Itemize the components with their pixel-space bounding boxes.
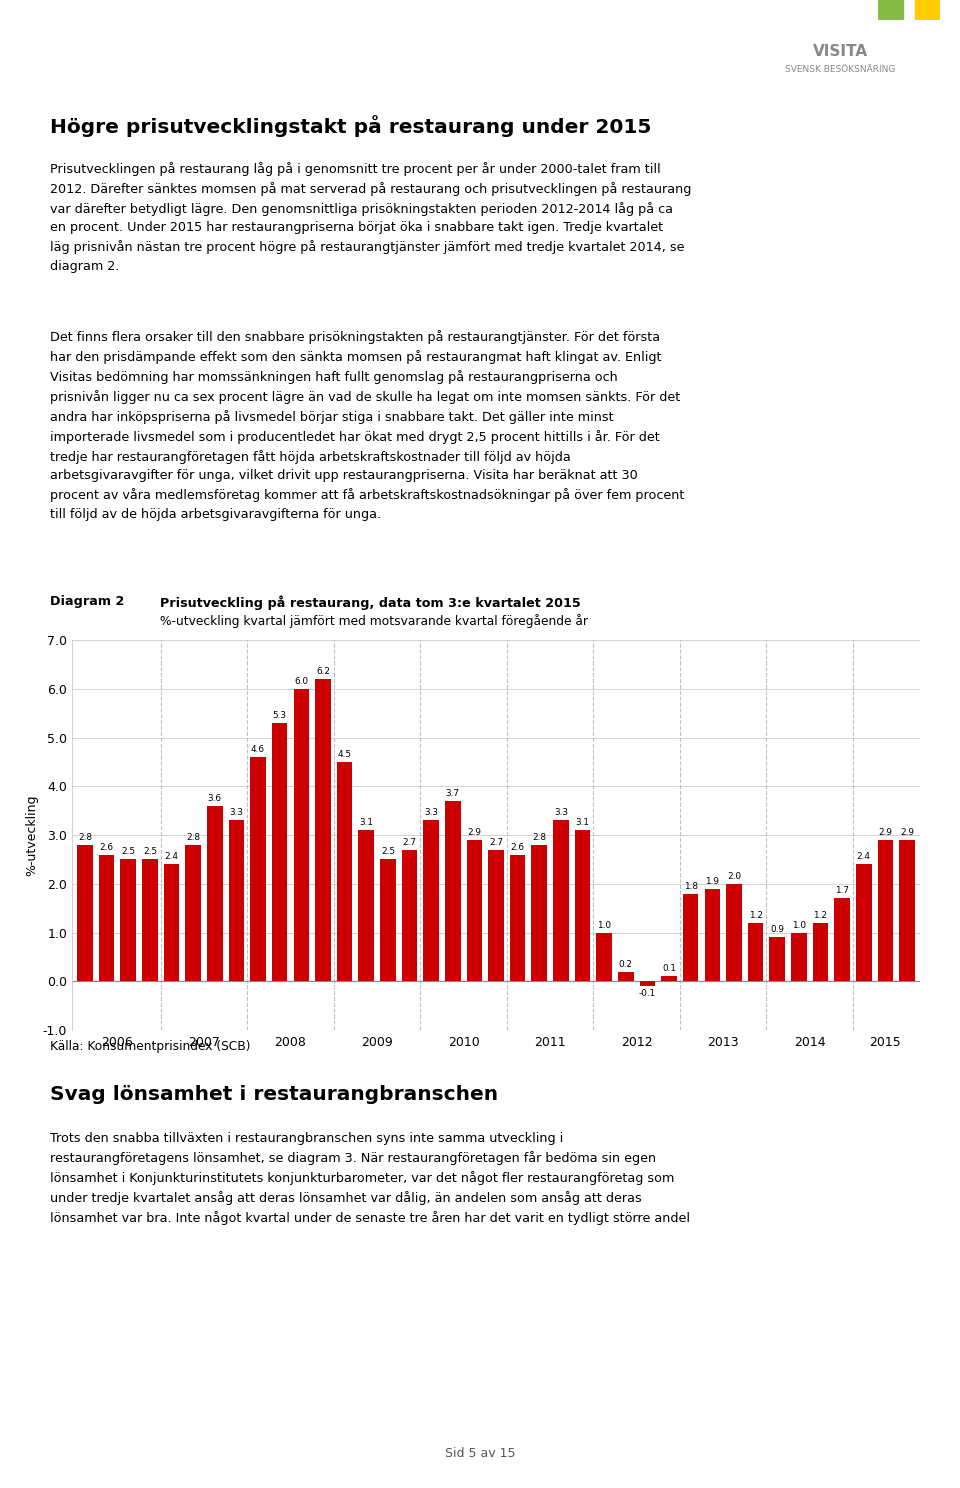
Text: VISITA: VISITA [812,45,868,60]
Bar [791,933,806,981]
Text: Källa: Konsumentprisindex (SCB): Källa: Konsumentprisindex (SCB) [50,1040,251,1054]
Text: Svag lönsamhet i restaurangbranschen: Svag lönsamhet i restaurangbranschen [50,1085,498,1104]
Text: 1.0: 1.0 [792,921,805,930]
Bar [748,923,763,981]
Text: 2.5: 2.5 [381,848,395,857]
Text: 2.8: 2.8 [186,833,201,842]
Bar [142,860,157,981]
Bar [726,884,742,981]
Bar [596,933,612,981]
Text: 2.8: 2.8 [532,833,546,842]
Text: 1.7: 1.7 [835,887,850,896]
Bar [834,899,850,981]
Bar [401,850,418,981]
Bar [228,820,244,981]
Text: 0.9: 0.9 [770,926,784,934]
Text: 3.7: 3.7 [445,789,460,798]
Text: 2.8: 2.8 [78,833,92,842]
Text: Prisutveckling på restaurang, data tom 3:e kvartalet 2015: Prisutveckling på restaurang, data tom 3… [160,595,581,610]
Text: 5.3: 5.3 [273,711,287,720]
Text: 2.9: 2.9 [878,827,893,836]
Text: Sid 5 av 15: Sid 5 av 15 [444,1446,516,1460]
Bar [120,860,136,981]
Text: 6.0: 6.0 [295,677,308,686]
Bar [618,972,634,981]
Bar [164,865,180,981]
Text: -0.1: -0.1 [638,990,656,998]
Text: 0.2: 0.2 [619,960,633,969]
Bar [315,679,331,981]
Bar [272,723,287,981]
Bar [705,888,720,981]
Text: 1.2: 1.2 [749,911,762,920]
Bar [337,762,352,981]
Bar [683,893,699,981]
Bar [877,839,893,981]
Bar [467,839,482,981]
Text: 6.2: 6.2 [316,667,330,676]
Text: 3.1: 3.1 [359,818,373,827]
Text: Prisutvecklingen på restaurang låg på i genomsnitt tre procent per år under 2000: Prisutvecklingen på restaurang låg på i … [50,162,691,272]
Text: 3.6: 3.6 [207,793,222,804]
Bar [856,865,872,981]
Text: %-utveckling kvartal jämfört med motsvarande kvartal föregående år: %-utveckling kvartal jämfört med motsvar… [160,615,588,628]
Text: 0.1: 0.1 [662,964,676,973]
Bar [185,845,201,981]
Text: 3.3: 3.3 [424,808,438,817]
Bar [489,850,504,981]
Text: 3.3: 3.3 [554,808,568,817]
Bar [900,839,915,981]
Text: 1.2: 1.2 [813,911,828,920]
Bar [532,845,547,981]
Bar [380,860,396,981]
Text: 2.5: 2.5 [143,848,156,857]
Bar [423,820,439,981]
Text: 2.4: 2.4 [856,853,871,862]
Bar [813,923,828,981]
Bar [251,757,266,981]
Text: SVENSK BESÖKSNÄRING: SVENSK BESÖKSNÄRING [785,65,895,74]
Bar [661,976,677,981]
Bar [553,820,568,981]
Text: Trots den snabba tillväxten i restaurangbranschen syns inte samma utveckling i
r: Trots den snabba tillväxten i restaurang… [50,1132,690,1225]
Text: 4.6: 4.6 [252,745,265,754]
Text: 2.7: 2.7 [489,838,503,847]
Text: 2.6: 2.6 [511,842,524,851]
Bar [769,937,785,981]
Text: 2.0: 2.0 [727,872,741,881]
Bar [575,830,590,981]
Bar [207,805,223,981]
Text: 1.9: 1.9 [706,876,719,885]
Text: 2.6: 2.6 [100,842,113,851]
Polygon shape [915,0,940,19]
Text: 3.3: 3.3 [229,808,244,817]
Text: 4.5: 4.5 [338,750,351,759]
Bar [99,854,114,981]
Text: 1.0: 1.0 [597,921,612,930]
Text: Det finns flera orsaker till den snabbare prisökningstakten på restaurangtjänste: Det finns flera orsaker till den snabbar… [50,330,684,521]
Text: Diagram 2: Diagram 2 [50,595,125,609]
Bar [510,854,525,981]
Text: 3.1: 3.1 [576,818,589,827]
Text: 2.7: 2.7 [402,838,417,847]
Polygon shape [878,0,902,19]
Y-axis label: %-utveckling: %-utveckling [26,795,38,876]
Bar [294,689,309,981]
Bar [77,845,93,981]
Text: 2.9: 2.9 [468,827,481,836]
Text: Högre prisutvecklingstakt på restaurang under 2015: Högre prisutvecklingstakt på restaurang … [50,115,652,137]
Bar [444,801,461,981]
Bar [358,830,374,981]
Text: 1.8: 1.8 [684,881,698,891]
Text: 2.5: 2.5 [121,848,135,857]
Text: 2.9: 2.9 [900,827,914,836]
Text: 2.4: 2.4 [164,853,179,862]
Bar [639,981,656,987]
